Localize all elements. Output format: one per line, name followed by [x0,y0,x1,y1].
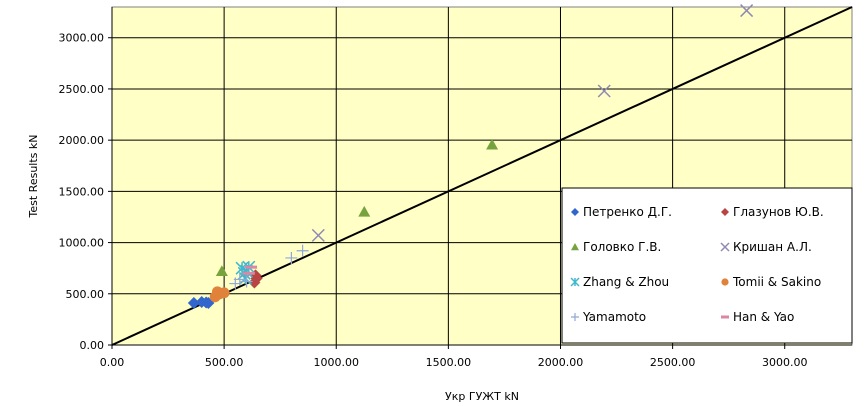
y-tick-label: 0.00 [80,339,105,352]
data-point [248,276,261,289]
x-tick-label: 500.00 [205,356,244,369]
data-point [250,272,263,285]
y-tick-label: 2000.00 [59,134,105,147]
data-markers [187,4,754,310]
x-tick-label: 2000.00 [538,356,584,369]
data-point [233,273,246,286]
data-point [358,205,371,217]
legend-label: Петренко Д.Г. [583,205,672,219]
legend-label: Zhang & Zhou [583,275,669,289]
legend-marker [570,277,580,287]
x-tick-label: 1000.00 [313,356,359,369]
y-tick-label: 3000.00 [59,32,105,45]
data-point [311,228,325,242]
y-axis-ticks: 0.00 500.00 1000.00 1500.00 2000.00 2500.00 30… [59,32,112,352]
y-tick-label: 1500.00 [59,185,105,198]
legend: Петренко Д.Г. Глазунов Ю.В. Головко Г.В. Кр… [561,187,853,344]
data-point [215,265,228,277]
data-point [486,138,499,150]
data-point [195,295,208,308]
x-tick-label: 2500.00 [650,356,696,369]
legend-label: Yamamoto [582,310,646,324]
legend-marker [720,242,730,252]
legend-label: Han & Yao [733,310,794,324]
y-tick-label: 2500.00 [59,83,105,96]
data-point [245,265,258,269]
y-axis-title: Test Results kN [27,135,40,219]
legend-label: Глазунов Ю.В. [733,205,824,219]
x-tick-label: 3000.00 [762,356,808,369]
legend-marker [721,208,729,216]
data-point [240,275,253,288]
x-tick-label: 0.00 [100,356,125,369]
data-point [285,251,298,264]
y-tick-label: 500.00 [66,288,105,301]
data-point [242,271,255,275]
legend-marker [571,208,579,216]
legend-marker [571,313,579,321]
legend-label: Кришан А.Л. [733,240,812,254]
y-tick-label: 1000.00 [59,237,105,250]
legend-label: Головко Г.В. [583,240,661,254]
legend-box [561,187,853,344]
legend-marker [571,243,579,251]
data-point [187,297,200,310]
legend-label: Tomii & Sakino [732,275,821,289]
data-point [296,244,309,257]
legend-marker [721,315,729,319]
legend-marker [721,278,729,286]
data-point [597,84,611,98]
x-axis-title: Укр ГУЖТ kN [445,390,519,403]
data-point [211,286,223,298]
x-tick-label: 1500.00 [426,356,472,369]
data-point [740,4,754,18]
x-axis-ticks: 0.00 500.00 1000.00 1500.00 2000.00 2500.00 30… [100,345,808,369]
